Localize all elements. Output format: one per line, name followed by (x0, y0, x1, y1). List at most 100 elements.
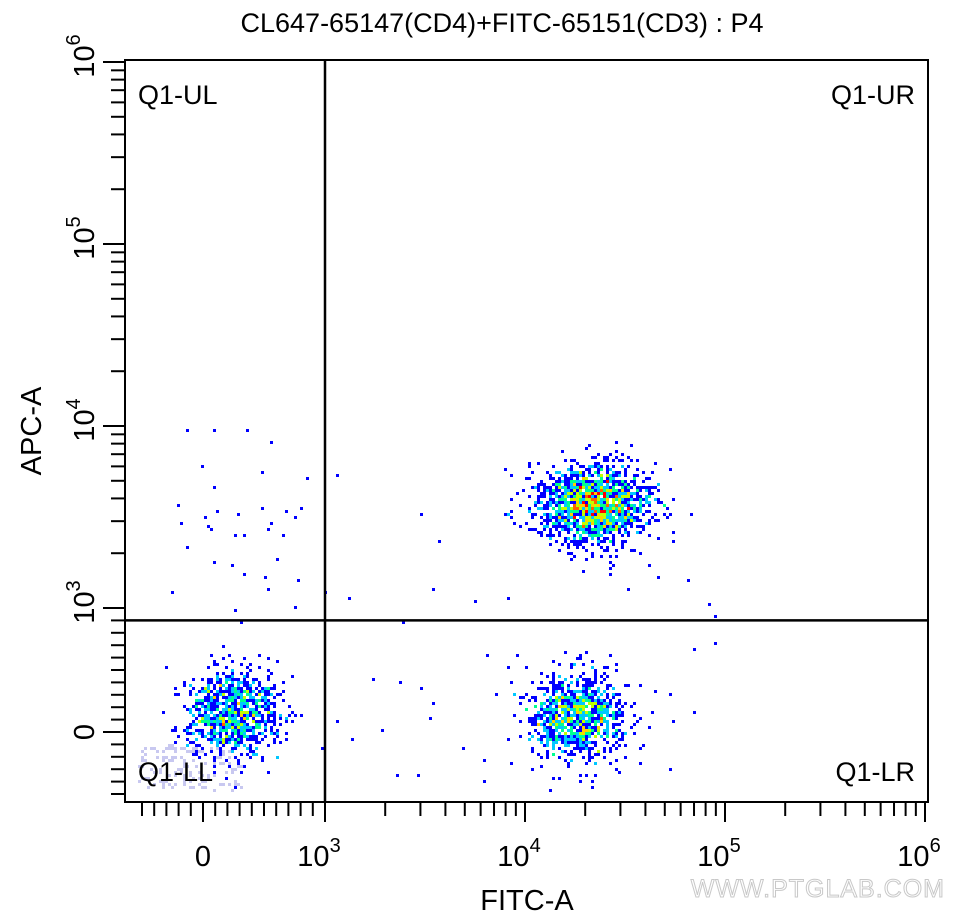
event-density-mark (612, 519, 615, 522)
event-density-mark (246, 714, 249, 717)
event-density-mark (234, 756, 237, 759)
event-density-mark (231, 717, 234, 720)
event-density-mark (606, 693, 609, 696)
event-density-mark (576, 525, 579, 528)
event-density-mark (507, 738, 510, 741)
event-density-mark (579, 528, 582, 531)
event-density-mark (606, 474, 609, 477)
event-density-mark (228, 699, 231, 702)
event-density-mark (576, 498, 579, 501)
event-density-mark (573, 696, 576, 699)
event-density-mark (564, 699, 567, 702)
event-density-mark (615, 711, 618, 714)
event-density-mark (588, 465, 591, 468)
event-density-mark (507, 513, 510, 516)
event-density-mark (252, 717, 255, 720)
event-density-mark (609, 654, 612, 657)
event-density-mark (552, 675, 555, 678)
event-density-mark (246, 675, 249, 678)
event-density-mark (570, 465, 573, 468)
event-density-mark (642, 525, 645, 528)
event-density-mark (249, 684, 252, 687)
event-density-mark (267, 690, 270, 693)
event-density-mark (624, 744, 627, 747)
event-density-mark (195, 693, 198, 696)
event-density-mark (642, 504, 645, 507)
event-density-mark (561, 726, 564, 729)
event-density-mark (552, 714, 555, 717)
event-density-mark (579, 504, 582, 507)
event-density-mark (570, 702, 573, 705)
event-density-mark (600, 720, 603, 723)
event-density-mark (288, 714, 291, 717)
event-density-mark (567, 531, 570, 534)
event-density-mark (603, 729, 606, 732)
event-density-mark (648, 489, 651, 492)
event-density-mark (216, 723, 219, 726)
background-event-mark (213, 762, 216, 765)
event-density-mark (198, 720, 201, 723)
event-density-mark (555, 471, 558, 474)
event-density-mark (633, 519, 636, 522)
event-density-mark (588, 720, 591, 723)
event-density-mark (210, 735, 213, 738)
event-density-mark (582, 729, 585, 732)
event-density-mark (231, 747, 234, 750)
event-density-mark (594, 501, 597, 504)
event-density-mark (591, 480, 594, 483)
event-density-mark (372, 678, 375, 681)
event-density-mark (615, 498, 618, 501)
event-density-mark (552, 483, 555, 486)
event-density-mark (240, 687, 243, 690)
event-density-mark (591, 666, 594, 669)
event-density-mark (225, 726, 228, 729)
event-density-mark (606, 516, 609, 519)
event-density-mark (579, 516, 582, 519)
event-density-mark (567, 705, 570, 708)
event-density-mark (255, 720, 258, 723)
event-density-mark (237, 702, 240, 705)
event-density-mark (597, 465, 600, 468)
background-event-mark (141, 759, 144, 762)
event-density-mark (582, 492, 585, 495)
background-event-mark (189, 774, 192, 777)
event-density-mark (651, 711, 654, 714)
event-density-mark (264, 576, 267, 579)
event-density-mark (576, 717, 579, 720)
event-density-mark (588, 753, 591, 756)
event-density-mark (225, 675, 228, 678)
event-density-mark (615, 483, 618, 486)
event-density-mark (213, 714, 216, 717)
event-density-mark (234, 717, 237, 720)
event-density-mark (237, 708, 240, 711)
event-density-mark (615, 528, 618, 531)
event-density-mark (603, 516, 606, 519)
event-density-mark (600, 540, 603, 543)
event-density-mark (537, 507, 540, 510)
event-density-mark (264, 690, 267, 693)
event-density-mark (606, 489, 609, 492)
event-density-mark (561, 495, 564, 498)
event-density-mark (621, 705, 624, 708)
event-density-mark (597, 504, 600, 507)
event-density-mark (528, 717, 531, 720)
event-density-mark (573, 723, 576, 726)
event-density-mark (603, 666, 606, 669)
event-density-mark (660, 501, 663, 504)
event-density-mark (588, 711, 591, 714)
event-density-mark (657, 501, 660, 504)
event-density-mark (564, 516, 567, 519)
event-density-mark (630, 726, 633, 729)
event-density-mark (600, 528, 603, 531)
event-density-mark (546, 744, 549, 747)
event-density-mark (648, 486, 651, 489)
event-density-mark (591, 681, 594, 684)
event-density-mark (558, 714, 561, 717)
background-event-mark (153, 771, 156, 774)
event-density-mark (594, 678, 597, 681)
event-density-mark (528, 465, 531, 468)
event-density-mark (588, 534, 591, 537)
event-density-mark (594, 726, 597, 729)
event-density-mark (570, 552, 573, 555)
event-density-mark (600, 555, 603, 558)
